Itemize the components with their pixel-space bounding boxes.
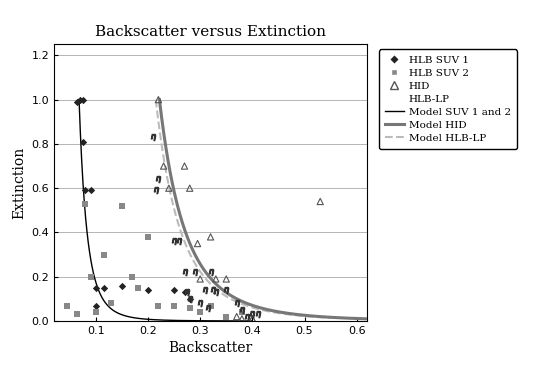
Point [118,203,126,209]
Point [107,300,116,306]
Point [63,303,71,308]
Point [193,241,202,246]
Point [238,309,246,315]
Point [78,139,87,145]
Point [316,199,325,204]
Point [243,314,252,320]
Point [212,276,220,282]
Point [180,289,189,295]
Point [191,269,199,275]
Point [86,187,95,193]
Point [248,316,256,322]
Y-axis label: Extinction: Extinction [12,146,26,219]
X-axis label: Backscatter: Backscatter [168,341,253,355]
Point [81,187,90,193]
Point [238,316,246,322]
Point [73,311,82,317]
Point [232,314,241,320]
Point [78,97,87,103]
Point [185,305,194,311]
Point [133,285,142,291]
Point [222,314,231,320]
Point [201,287,210,293]
Point [165,185,173,191]
Point [206,303,215,308]
Point [175,238,184,244]
Point [154,97,163,103]
Point [151,187,160,193]
Point [170,238,178,244]
Legend: HLB SUV 1, HLB SUV 2, HID, HLB-LP, Model SUV 1 and 2, Model HID, Model HLB-LP: HLB SUV 1, HLB SUV 2, HID, HLB-LP, Model… [379,49,517,149]
Point [185,185,194,191]
Point [232,300,241,306]
Point [248,316,256,322]
Point [81,201,90,207]
Point [154,176,163,182]
Point [212,289,220,295]
Point [222,287,231,293]
Point [180,269,189,275]
Point [222,276,231,282]
Point [204,305,212,311]
Point [206,269,215,275]
Point [196,309,205,315]
Point [91,309,100,315]
Point [154,303,163,308]
Point [76,97,84,103]
Point [91,285,100,291]
Title: Backscatter versus Extinction: Backscatter versus Extinction [95,25,326,39]
Point [196,300,205,306]
Point [144,234,152,240]
Point [238,307,246,313]
Point [91,303,100,308]
Point [196,276,205,282]
Point [180,163,189,169]
Point [118,283,126,289]
Point [159,163,168,169]
Point [206,234,215,240]
Point [253,311,262,317]
Point [170,287,178,293]
Point [128,274,137,280]
Point [149,134,158,140]
Point [99,252,108,258]
Point [170,303,178,308]
Point [248,311,256,317]
Point [183,289,192,295]
Point [99,285,108,291]
Point [73,99,82,105]
Point [144,287,152,293]
Point [86,274,95,280]
Point [185,296,194,302]
Point [185,296,194,302]
Point [209,287,218,293]
